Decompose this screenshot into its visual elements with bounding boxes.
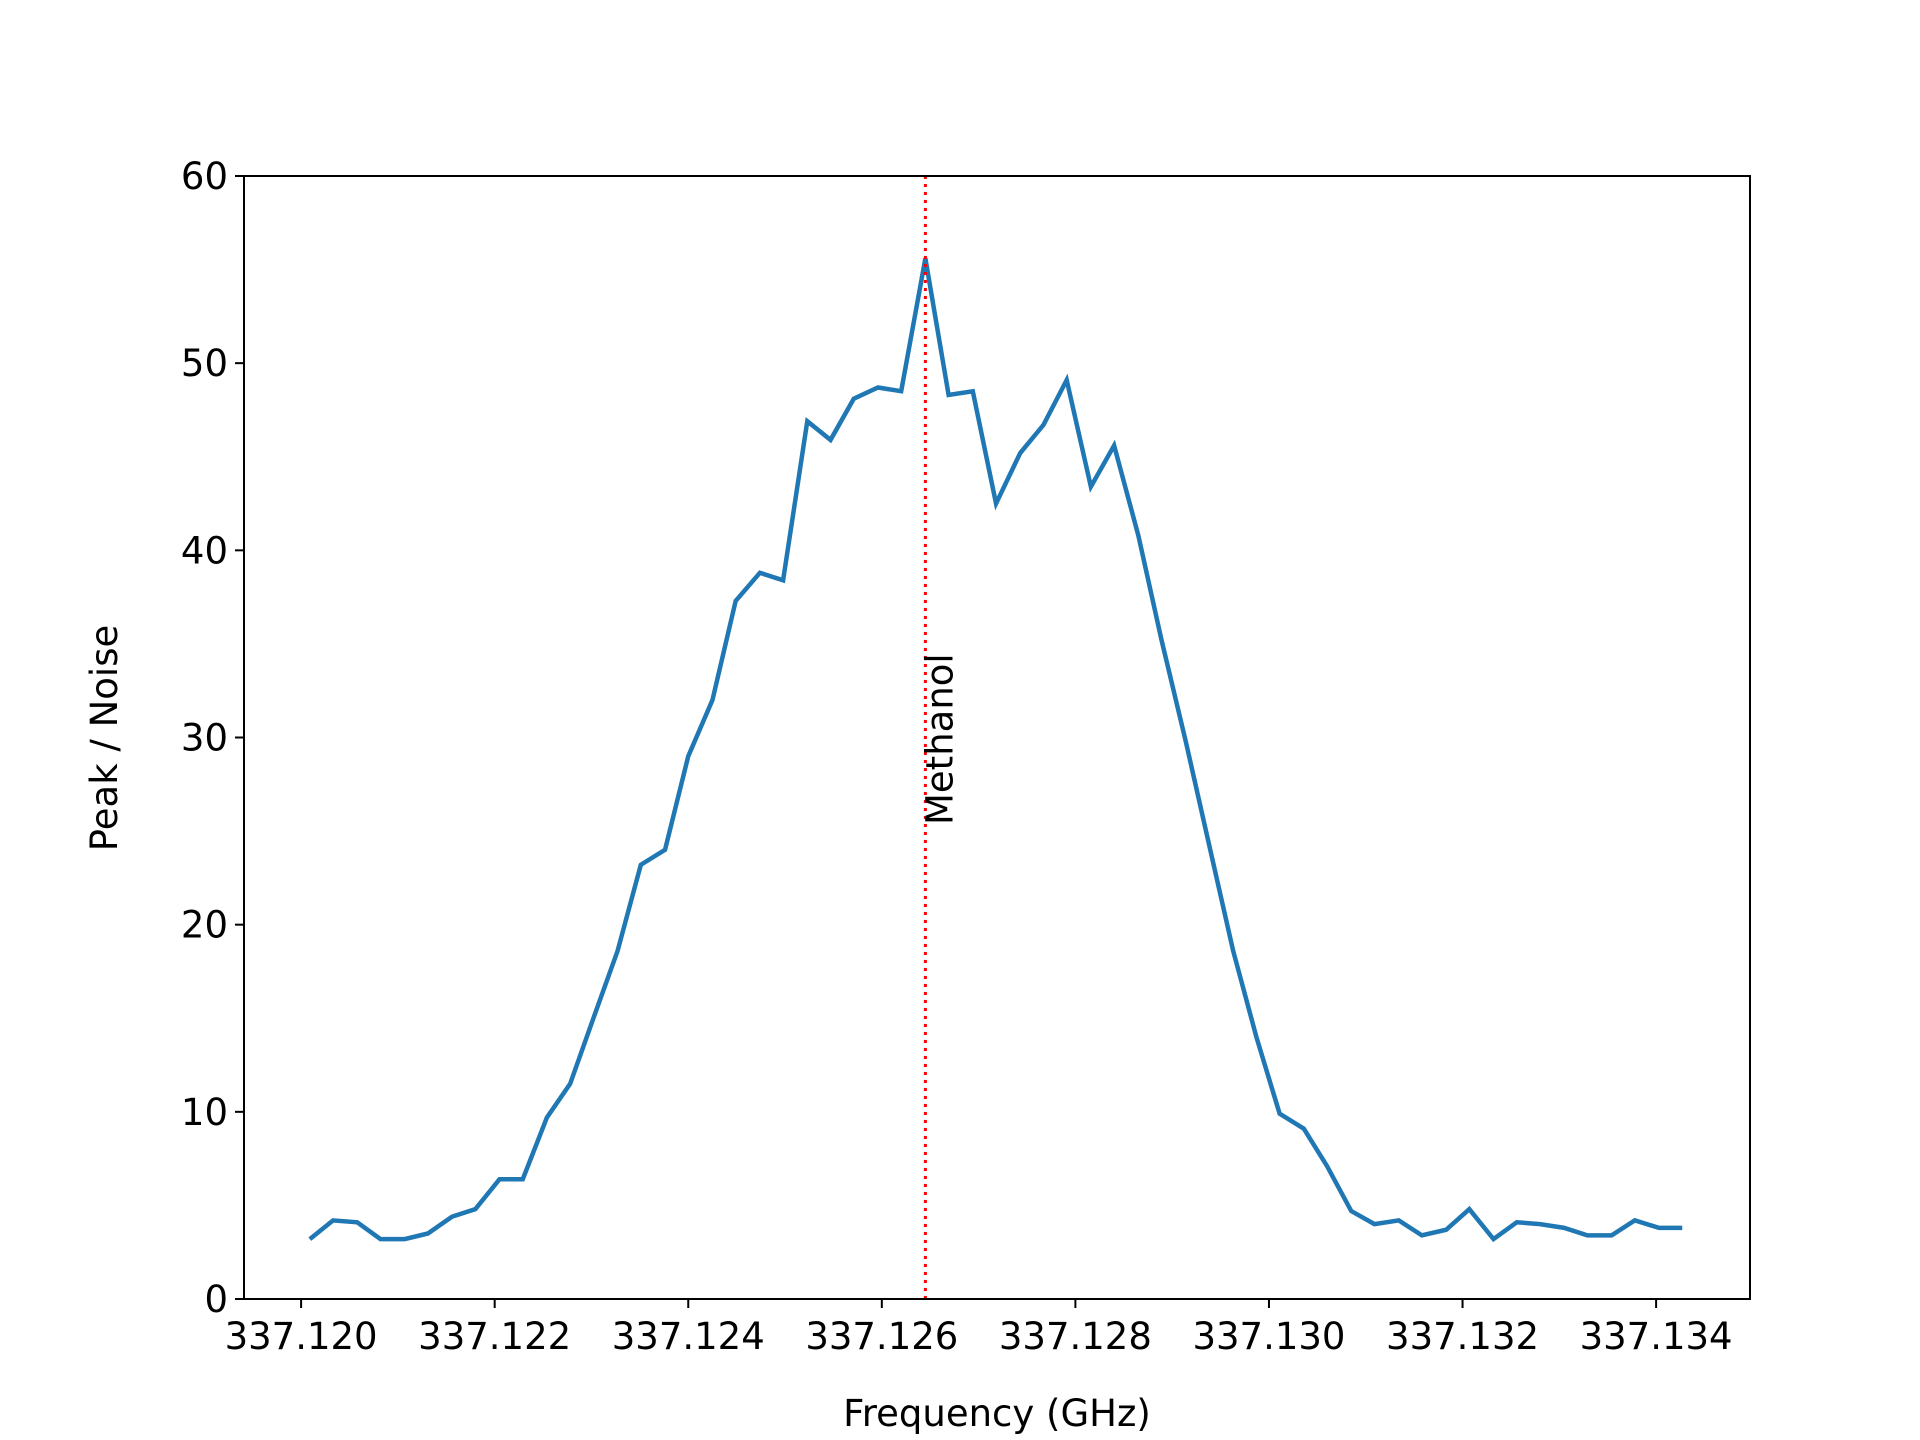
y-tick-label: 20 [181,904,228,947]
y-tick-label: 60 [181,155,228,198]
x-tick-label: 337.134 [1580,1315,1733,1358]
x-tick-label: 337.122 [418,1315,571,1358]
y-tick-label: 40 [181,529,228,572]
plot-frame [243,175,1751,1300]
x-tick-label: 337.124 [612,1315,765,1358]
y-tick-label: 30 [181,717,228,760]
y-tick-label: 0 [204,1278,228,1321]
x-tick-label: 337.120 [225,1315,378,1358]
y-tick-label: 10 [181,1091,228,1134]
y-tick-label: 50 [181,342,228,385]
x-tick-label: 337.130 [1192,1315,1345,1358]
x-tick-label: 337.128 [999,1315,1152,1358]
annotation-label: Methanol [918,653,961,825]
y-axis-label: Peak / Noise [83,625,126,851]
x-axis-label: Frequency (GHz) [843,1392,1151,1435]
x-tick-label: 337.126 [805,1315,958,1358]
x-tick-label: 337.132 [1386,1315,1539,1358]
data-line [308,257,1683,1243]
